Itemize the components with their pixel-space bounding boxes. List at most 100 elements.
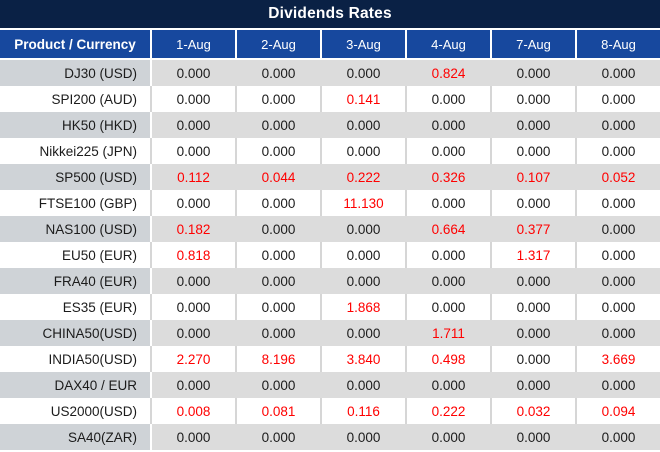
rate-cell: 0.000 bbox=[235, 60, 320, 86]
rate-cell: 1.317 bbox=[490, 242, 575, 268]
rate-cell: 0.000 bbox=[150, 424, 235, 450]
product-cell: HK50 (HKD) bbox=[0, 112, 150, 138]
rate-cell: 0.107 bbox=[490, 164, 575, 190]
rate-cell: 0.664 bbox=[405, 216, 490, 242]
table-row: SP500 (USD) 0.112 0.044 0.222 0.326 0.107 0.05… bbox=[0, 164, 660, 190]
rate-cell: 0.000 bbox=[150, 190, 235, 216]
rate-cell: 0.000 bbox=[575, 138, 660, 164]
date-column-header: 8-Aug bbox=[575, 30, 660, 58]
rate-cell: 0.000 bbox=[320, 138, 405, 164]
table-row: ES35 (EUR) 0.000 0.000 1.868 0.000 0.000 0.000 bbox=[0, 294, 660, 320]
rate-cell: 0.000 bbox=[405, 112, 490, 138]
rate-cell: 0.498 bbox=[405, 346, 490, 372]
rate-cell: 0.377 bbox=[490, 216, 575, 242]
rate-cell: 0.000 bbox=[320, 320, 405, 346]
table-row: Nikkei225 (JPN) 0.000 0.000 0.000 0.000 0.000… bbox=[0, 138, 660, 164]
rate-cell: 0.000 bbox=[405, 268, 490, 294]
rate-cell: 3.840 bbox=[320, 346, 405, 372]
product-cell: Nikkei225 (JPN) bbox=[0, 138, 150, 164]
date-column-header: 1-Aug bbox=[150, 30, 235, 58]
rate-cell: 0.326 bbox=[405, 164, 490, 190]
rate-cell: 1.868 bbox=[320, 294, 405, 320]
table-row: NAS100 (USD) 0.182 0.000 0.000 0.664 0.377 0.0… bbox=[0, 216, 660, 242]
rate-cell: 0.000 bbox=[320, 112, 405, 138]
rate-cell: 0.000 bbox=[320, 216, 405, 242]
product-cell: SPI200 (AUD) bbox=[0, 86, 150, 112]
rate-cell: 0.000 bbox=[235, 268, 320, 294]
rate-cell: 0.000 bbox=[575, 320, 660, 346]
rate-cell: 0.000 bbox=[320, 372, 405, 398]
date-column-header: 3-Aug bbox=[320, 30, 405, 58]
rate-cell: 0.000 bbox=[575, 86, 660, 112]
rate-cell: 11.130 bbox=[320, 190, 405, 216]
rate-cell: 0.000 bbox=[405, 372, 490, 398]
product-cell: FTSE100 (GBP) bbox=[0, 190, 150, 216]
product-cell: US2000(USD) bbox=[0, 398, 150, 424]
rate-cell: 0.000 bbox=[235, 190, 320, 216]
rate-cell: 0.000 bbox=[490, 372, 575, 398]
product-cell: DJ30 (USD) bbox=[0, 60, 150, 86]
rate-cell: 0.000 bbox=[575, 242, 660, 268]
product-cell: EU50 (EUR) bbox=[0, 242, 150, 268]
rate-cell: 0.000 bbox=[490, 112, 575, 138]
rate-cell: 0.000 bbox=[405, 138, 490, 164]
rate-cell: 0.222 bbox=[405, 398, 490, 424]
rate-cell: 0.044 bbox=[235, 164, 320, 190]
rate-cell: 0.000 bbox=[575, 112, 660, 138]
table-row: CHINA50(USD) 0.000 0.000 0.000 1.711 0.000 0.0… bbox=[0, 320, 660, 346]
rate-cell: 0.000 bbox=[575, 372, 660, 398]
rate-cell: 0.000 bbox=[235, 372, 320, 398]
rate-cell: 0.000 bbox=[490, 424, 575, 450]
product-currency-header: Product / Currency bbox=[14, 36, 136, 52]
rate-cell: 0.000 bbox=[235, 320, 320, 346]
product-cell: SP500 (USD) bbox=[0, 164, 150, 190]
rate-cell: 0.000 bbox=[575, 268, 660, 294]
rate-cell: 0.000 bbox=[405, 424, 490, 450]
rate-cell: 0.000 bbox=[235, 138, 320, 164]
rate-cell: 0.112 bbox=[150, 164, 235, 190]
rate-cell: 0.141 bbox=[320, 86, 405, 112]
table-row: FRA40 (EUR) 0.000 0.000 0.000 0.000 0.000 0.00… bbox=[0, 268, 660, 294]
rate-cell: 0.182 bbox=[150, 216, 235, 242]
rate-cell: 0.000 bbox=[405, 294, 490, 320]
rate-cell: 0.000 bbox=[490, 268, 575, 294]
rate-cell: 0.008 bbox=[150, 398, 235, 424]
rate-cell: 0.000 bbox=[235, 242, 320, 268]
table-row: DAX40 / EUR 0.000 0.000 0.000 0.000 0.000 0.00… bbox=[0, 372, 660, 398]
rate-cell: 0.000 bbox=[320, 268, 405, 294]
rate-cell: 0.222 bbox=[320, 164, 405, 190]
rate-cell: 1.711 bbox=[405, 320, 490, 346]
rate-cell: 0.000 bbox=[575, 190, 660, 216]
rate-cell: 0.000 bbox=[490, 294, 575, 320]
table-row: EU50 (EUR) 0.818 0.000 0.000 0.000 1.317 0.000 bbox=[0, 242, 660, 268]
rate-cell: 0.000 bbox=[490, 190, 575, 216]
rate-cell: 0.000 bbox=[235, 216, 320, 242]
table-row: SA40(ZAR) 0.000 0.000 0.000 0.000 0.000 0.000 bbox=[0, 424, 660, 450]
rate-cell: 2.270 bbox=[150, 346, 235, 372]
rate-cell: 0.000 bbox=[405, 190, 490, 216]
rate-cell: 0.000 bbox=[235, 86, 320, 112]
rate-cell: 0.000 bbox=[575, 60, 660, 86]
rate-cell: 0.000 bbox=[490, 320, 575, 346]
header-row: Product / Currency 1-Aug 2-Aug 3-Aug 4-Aug 7… bbox=[0, 30, 660, 60]
table-body: DJ30 (USD) 0.000 0.000 0.000 0.824 0.000 0.000… bbox=[0, 60, 660, 450]
rate-cell: 0.000 bbox=[150, 320, 235, 346]
table-row: SPI200 (AUD) 0.000 0.000 0.141 0.000 0.000 0.0… bbox=[0, 86, 660, 112]
date-column-header: 4-Aug bbox=[405, 30, 490, 58]
rate-cell: 0.000 bbox=[150, 372, 235, 398]
rate-cell: 0.000 bbox=[150, 60, 235, 86]
rate-cell: 0.000 bbox=[150, 86, 235, 112]
rate-cell: 0.000 bbox=[405, 86, 490, 112]
rate-cell: 0.000 bbox=[575, 294, 660, 320]
rate-cell: 0.000 bbox=[490, 60, 575, 86]
rate-cell: 0.818 bbox=[150, 242, 235, 268]
product-cell: INDIA50(USD) bbox=[0, 346, 150, 372]
rate-cell: 0.000 bbox=[320, 424, 405, 450]
product-cell: FRA40 (EUR) bbox=[0, 268, 150, 294]
rate-cell: 0.824 bbox=[405, 60, 490, 86]
rate-cell: 0.000 bbox=[405, 242, 490, 268]
rate-cell: 0.000 bbox=[575, 216, 660, 242]
product-cell: NAS100 (USD) bbox=[0, 216, 150, 242]
table-row: DJ30 (USD) 0.000 0.000 0.000 0.824 0.000 0.000 bbox=[0, 60, 660, 86]
